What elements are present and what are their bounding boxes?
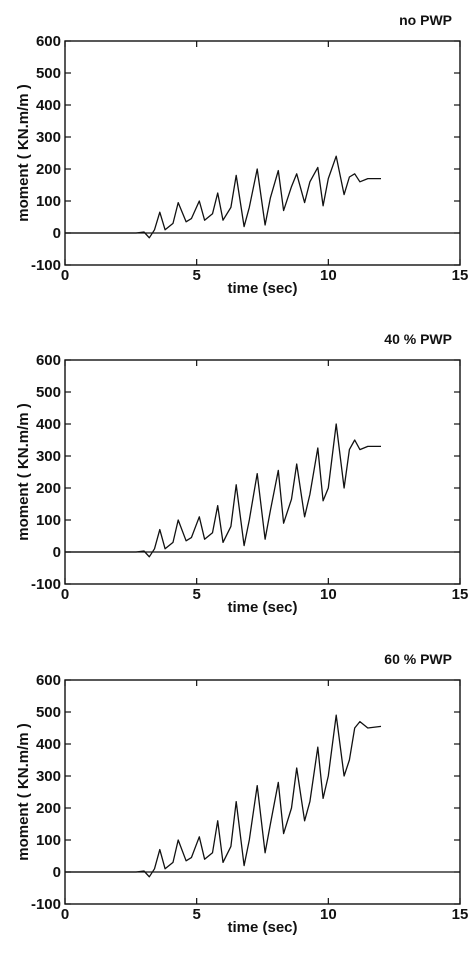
- y-tick-label: 400: [36, 97, 61, 114]
- x-tick-label: 0: [61, 267, 69, 284]
- y-tick-label: 600: [36, 33, 61, 50]
- x-tick-label: 10: [320, 586, 337, 603]
- x-axis-label: time (sec): [227, 280, 297, 297]
- y-tick-label: -100: [31, 896, 61, 913]
- y-tick-label: 500: [36, 65, 61, 82]
- y-tick-label: -100: [31, 257, 61, 274]
- plot-frame: [64, 679, 461, 905]
- x-axis-label: time (sec): [227, 919, 297, 936]
- y-axis-label: moment ( KN.m/m ): [15, 723, 32, 861]
- x-tick-label: 10: [320, 906, 337, 923]
- y-tick-label: 100: [36, 193, 61, 210]
- y-axis-label: moment ( KN.m/m ): [15, 403, 32, 541]
- x-axis-label: time (sec): [227, 599, 297, 616]
- panel-title: 60 % PWP: [384, 651, 452, 667]
- y-tick-label: 300: [36, 768, 61, 785]
- y-tick-label: 0: [53, 225, 61, 242]
- x-tick-label: 5: [192, 586, 200, 603]
- x-tick-label: 15: [452, 586, 469, 603]
- y-tick-label: 200: [36, 480, 61, 497]
- y-tick-label: 600: [36, 672, 61, 689]
- x-tick-label: 5: [192, 906, 200, 923]
- series-line: [65, 423, 381, 558]
- x-tick-label: 0: [61, 586, 69, 603]
- y-tick-label: 300: [36, 448, 61, 465]
- x-tick-label: 15: [452, 906, 469, 923]
- series-line: [65, 155, 381, 239]
- y-tick-label: 400: [36, 736, 61, 753]
- y-axis-label: moment ( KN.m/m ): [15, 84, 32, 222]
- y-tick-label: 100: [36, 512, 61, 529]
- x-tick-label: 5: [192, 267, 200, 284]
- x-tick-label: 15: [452, 267, 469, 284]
- x-tick-label: 0: [61, 906, 69, 923]
- y-tick-label: 0: [53, 544, 61, 561]
- series-line: [65, 714, 382, 878]
- y-tick-label: 400: [36, 416, 61, 433]
- x-tick-label: 10: [320, 267, 337, 284]
- y-tick-label: 200: [36, 161, 61, 178]
- panel-title: no PWP: [399, 12, 452, 28]
- y-tick-label: 0: [53, 864, 61, 881]
- plot-frame: [64, 359, 461, 585]
- y-tick-label: 100: [36, 832, 61, 849]
- y-tick-label: 600: [36, 352, 61, 369]
- y-tick-label: 500: [36, 384, 61, 401]
- y-tick-label: 300: [36, 129, 61, 146]
- y-tick-label: 200: [36, 800, 61, 817]
- y-tick-label: 500: [36, 704, 61, 721]
- y-tick-label: -100: [31, 576, 61, 593]
- panel-title: 40 % PWP: [384, 331, 452, 347]
- plot-frame: [64, 40, 461, 266]
